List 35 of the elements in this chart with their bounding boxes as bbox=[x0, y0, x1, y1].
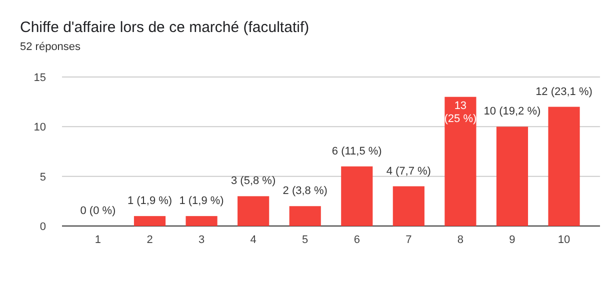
bar bbox=[186, 216, 218, 226]
chart-subtitle: 52 réponses bbox=[20, 41, 82, 53]
y-tick-label: 0 bbox=[40, 221, 46, 233]
x-tick-label: 10 bbox=[558, 234, 570, 246]
x-tick-label: 1 bbox=[94, 234, 102, 246]
bar bbox=[289, 206, 321, 226]
bar bbox=[341, 166, 373, 226]
x-tick-label: 5 bbox=[302, 234, 308, 246]
data-label: 12 (23,1 %) bbox=[536, 86, 592, 98]
bar bbox=[548, 106, 580, 226]
bar bbox=[444, 96, 476, 226]
bar bbox=[496, 126, 528, 226]
data-label: 6 (11,5 %) bbox=[332, 145, 382, 158]
bar bbox=[134, 216, 166, 226]
data-label: 3 (5,8 %) bbox=[231, 175, 276, 188]
data-label: 10 (19,2 %) bbox=[484, 106, 541, 118]
x-tick-label: 9 bbox=[509, 234, 516, 246]
data-label: 13 (25 %) bbox=[444, 100, 477, 125]
data-label: 1 (1,9 %) bbox=[127, 195, 172, 208]
y-tick-label: 15 bbox=[34, 72, 46, 84]
bar bbox=[392, 186, 424, 226]
x-tick-label: 6 bbox=[354, 234, 360, 246]
data-label: 0 (0 %) bbox=[80, 205, 116, 217]
data-label: 1 (1,9 %) bbox=[179, 195, 224, 208]
y-tick-label: 5 bbox=[40, 171, 46, 184]
x-tick-label: 8 bbox=[457, 234, 464, 246]
bar bbox=[238, 196, 270, 226]
chart-title: Chiffe d'affaire lors de ce marché (facultatif) bbox=[20, 19, 310, 36]
data-label: 4 (7,7 %) bbox=[386, 165, 431, 178]
data-label: 2 (3,8 %) bbox=[282, 185, 328, 198]
y-tick-label: 10 bbox=[34, 122, 46, 134]
x-tick-label: 3 bbox=[198, 234, 205, 246]
x-tick-label: 7 bbox=[406, 234, 412, 246]
x-tick-label: 2 bbox=[146, 234, 153, 246]
x-tick-label: 4 bbox=[250, 234, 256, 246]
